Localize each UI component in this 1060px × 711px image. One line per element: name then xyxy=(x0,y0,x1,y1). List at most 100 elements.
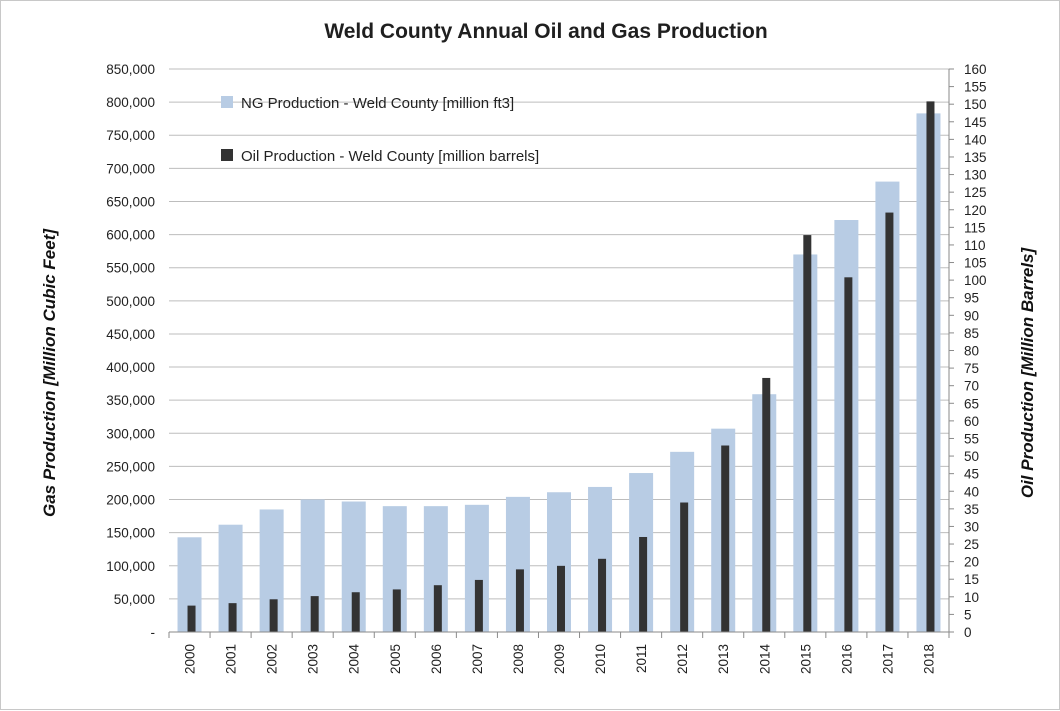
legend: NG Production - Weld County [million ft3… xyxy=(221,95,539,165)
x-tick-label: 2016 xyxy=(839,644,854,674)
x-tick-label: 2014 xyxy=(757,644,772,675)
oil-bar xyxy=(885,212,894,632)
x-tick-label: 2004 xyxy=(347,644,362,675)
right-tick-label: 30 xyxy=(964,519,979,534)
left-tick-label: 350,000 xyxy=(106,393,155,408)
oil-bar xyxy=(515,569,524,632)
right-tick-label: 70 xyxy=(964,379,979,394)
oil-bar xyxy=(187,605,196,632)
gridlines xyxy=(169,68,949,633)
x-tick-label: 2011 xyxy=(634,644,649,673)
right-axis-ticks: 0 5 10 15 20 25 30 35 40 45 50 55 60 65 70 75 80 85 90 95 10… xyxy=(964,62,987,640)
x-tick-label: 2001 xyxy=(224,644,239,674)
legend-swatch-ng xyxy=(221,96,233,108)
x-tick-label: 2009 xyxy=(552,644,567,674)
oil-bar xyxy=(721,445,730,632)
right-tick-label: 100 xyxy=(964,273,987,288)
left-tick-label: 850,000 xyxy=(106,62,155,77)
left-tick-label: 700,000 xyxy=(106,161,155,176)
oil-bar xyxy=(474,579,483,632)
left-tick-label: 500,000 xyxy=(106,294,155,309)
x-tick-label: 2017 xyxy=(880,644,895,674)
right-tick-label: 115 xyxy=(964,220,986,235)
left-tick-label: 300,000 xyxy=(106,426,155,441)
legend-label-ng: NG Production - Weld County [million ft3… xyxy=(241,95,514,112)
left-tick-label: 250,000 xyxy=(106,459,155,474)
left-tick-label: 650,000 xyxy=(106,194,155,209)
left-tick-label: 50,000 xyxy=(114,592,155,607)
right-tick-label: 140 xyxy=(964,132,987,147)
oil-bar xyxy=(392,589,401,632)
right-tick-label: 125 xyxy=(964,185,987,200)
left-axis-label: Gas Production [Million Cubic Feet] xyxy=(40,228,59,517)
x-tick-label: 2003 xyxy=(306,644,321,674)
x-tick-label: 2015 xyxy=(798,644,813,674)
oil-bar xyxy=(228,603,237,632)
x-tick-label: 2006 xyxy=(429,644,444,674)
left-tick-label: 600,000 xyxy=(106,228,155,243)
left-tick-label: 200,000 xyxy=(106,493,155,508)
x-tick-label: 2013 xyxy=(716,644,731,674)
oil-bar xyxy=(433,585,442,632)
chart-title: Weld County Annual Oil and Gas Productio… xyxy=(324,20,767,43)
right-tick-label: 45 xyxy=(964,467,979,482)
x-tick-label: 2012 xyxy=(675,644,690,674)
x-tick-label: 2000 xyxy=(183,644,198,674)
left-tick-label: 400,000 xyxy=(106,360,155,375)
right-tick-label: 155 xyxy=(964,80,987,95)
left-tick-label: 800,000 xyxy=(106,95,155,110)
right-tick-label: 160 xyxy=(964,62,987,77)
right-tick-label: 105 xyxy=(964,256,987,271)
right-tick-label: 55 xyxy=(964,431,979,446)
axes xyxy=(168,68,954,638)
right-tick-label: 40 xyxy=(964,484,979,499)
x-tick-label: 2010 xyxy=(593,644,608,674)
oil-bar xyxy=(639,536,648,632)
legend-swatch-oil xyxy=(221,149,233,161)
oil-bar xyxy=(557,565,565,632)
right-tick-label: 85 xyxy=(964,326,979,341)
right-axis-label: Oil Production [Million Barrels] xyxy=(1018,247,1037,499)
right-tick-label: 60 xyxy=(964,414,979,429)
right-tick-label: 10 xyxy=(964,590,979,605)
oil-bar xyxy=(803,235,812,632)
right-tick-label: 135 xyxy=(964,150,987,165)
left-tick-label: 150,000 xyxy=(106,526,155,541)
right-tick-label: 150 xyxy=(964,97,987,112)
oil-bar xyxy=(680,502,689,632)
right-tick-label: 20 xyxy=(964,555,979,570)
right-tick-label: 110 xyxy=(964,238,986,253)
right-tick-label: 50 xyxy=(964,449,979,464)
right-tick-label: 95 xyxy=(964,291,979,306)
left-axis-ticks: - 50,000 100,000 150,000 200,000 250,000 300,0… xyxy=(106,62,155,640)
right-tick-label: 25 xyxy=(964,537,979,552)
right-tick-label: 35 xyxy=(964,502,979,517)
oil-bar xyxy=(351,592,360,632)
left-tick-label: - xyxy=(151,625,156,640)
right-tick-label: 145 xyxy=(964,115,987,130)
legend-label-oil: Oil Production - Weld County [million ba… xyxy=(241,148,539,165)
x-tick-label: 2002 xyxy=(265,644,280,674)
right-tick-label: 65 xyxy=(964,396,979,411)
right-tick-label: 0 xyxy=(964,625,972,640)
left-tick-label: 750,000 xyxy=(106,128,155,143)
oil-bar xyxy=(926,101,935,632)
left-tick-label: 550,000 xyxy=(106,261,155,276)
oil-bar xyxy=(762,377,771,632)
right-tick-label: 80 xyxy=(964,344,979,359)
x-tick-label: 2018 xyxy=(921,644,936,674)
oil-bar xyxy=(269,599,278,632)
right-tick-label: 75 xyxy=(964,361,979,376)
x-axis-ticks: 2000 2001 2002 2003 2004 2005 2006 2007 2008 2009… xyxy=(183,644,937,675)
right-tick-label: 5 xyxy=(964,607,972,622)
x-tick-label: 2008 xyxy=(511,644,526,674)
right-tick-label: 130 xyxy=(964,168,987,183)
left-tick-label: 100,000 xyxy=(106,559,155,574)
oil-bar xyxy=(844,277,853,632)
right-tick-label: 120 xyxy=(964,203,987,218)
bars xyxy=(177,101,941,633)
oil-bar xyxy=(310,596,319,632)
oil-bar xyxy=(598,558,607,632)
